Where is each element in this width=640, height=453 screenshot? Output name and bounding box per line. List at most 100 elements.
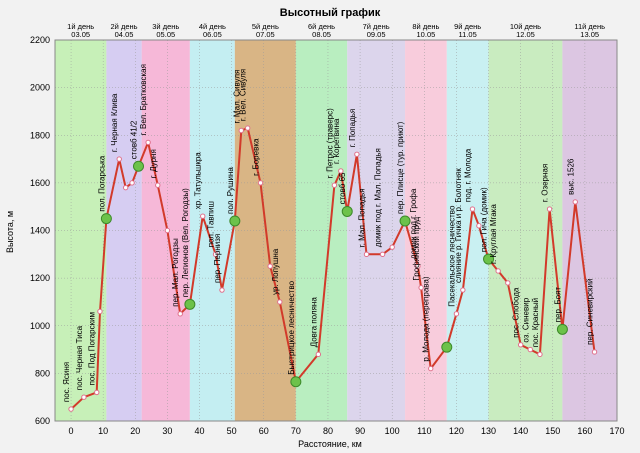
waypoint [363, 251, 370, 258]
point-labels: пос. Ясиня пос. Черная Тиса пос. Под Погар… [62, 64, 594, 402]
y-tick-label: 1600 [30, 178, 50, 188]
waypoint-major [229, 215, 241, 227]
waypoint [68, 406, 74, 412]
day-date: 04.05 [115, 30, 134, 39]
point-label: хр. Татульшкра [194, 152, 203, 209]
x-tick-label: 80 [323, 426, 333, 436]
waypoint-major [441, 341, 453, 353]
point-label: слияние р. Гичка и р. Болотняк [454, 168, 463, 283]
waypoint [267, 263, 273, 269]
day-label: 10й день [510, 22, 541, 31]
waypoint-major [100, 213, 112, 225]
y-tick-label: 2000 [30, 83, 50, 93]
point-label: р. Молода (переправа) [422, 276, 431, 361]
axis-ticks: 0 10 20 30 40 50 60 70 80 90 100 110 120 130 140 150 160… [30, 35, 625, 436]
waypoint [257, 180, 264, 186]
point-label: пер. Пернизя [213, 234, 222, 283]
x-tick-label: 20 [130, 426, 140, 436]
chart-title: Высотный график [280, 7, 381, 19]
waypoint [453, 311, 460, 317]
day-band-4 [189, 40, 235, 421]
waypoint [338, 168, 344, 174]
waypoint [155, 182, 161, 188]
x-tick-label: 60 [259, 426, 269, 436]
point-label: пос. Слобода [512, 287, 521, 338]
waypoint-major [341, 205, 353, 217]
waypoint [116, 156, 122, 162]
waypoint-major [184, 298, 196, 310]
point-label: г. Дурня [149, 149, 158, 178]
point-label: г. Петрос (траверс) [325, 108, 334, 178]
waypoint [517, 342, 524, 348]
day-label: 1й день [67, 22, 94, 31]
waypoint [546, 206, 553, 212]
day-date: 09.05 [367, 30, 386, 39]
waypoint [505, 280, 511, 286]
waypoint [219, 287, 225, 293]
point-label: г. Озерная [541, 164, 550, 202]
waypoint [122, 184, 129, 191]
x-tick-label: 10 [98, 426, 108, 436]
point-label: Быстрицкое лесничество [287, 280, 296, 374]
waypoint-major [132, 160, 144, 172]
waypoint [591, 349, 598, 355]
x-tick-label: 140 [513, 426, 528, 436]
waypoint [277, 299, 283, 305]
day-label: 4й день [199, 22, 226, 31]
point-label: Довга поляна [309, 297, 318, 348]
waypoint [212, 251, 219, 258]
y-tick-label: 1400 [30, 226, 50, 236]
day-label: 11й день [574, 22, 605, 31]
waypoint [495, 268, 501, 274]
day-label: 8й день [412, 22, 439, 31]
waypoint [238, 127, 244, 134]
waypoint [476, 223, 482, 229]
x-tick-label: 30 [162, 426, 172, 436]
day-date: 03.05 [71, 30, 90, 39]
point-label: Грофянский пруд [412, 216, 421, 280]
x-tick-label: 100 [385, 426, 400, 436]
waypoint [537, 351, 543, 358]
point-label: пер. Боят [553, 287, 562, 323]
waypoint [389, 244, 395, 250]
x-tick-label: 160 [577, 426, 592, 436]
point-label: пол. Тавпиш [207, 201, 216, 247]
day-label: 3й день [152, 22, 179, 31]
profile-points [68, 125, 598, 412]
point-label: г. Боревка [252, 138, 261, 176]
waypoint [145, 139, 151, 146]
waypoint [94, 389, 100, 396]
point-label: домик под г. Грофа [409, 188, 418, 259]
waypoint-major [556, 323, 568, 335]
day-date: 10.05 [417, 30, 436, 39]
waypoint-major [483, 253, 495, 265]
point-label: пер. Синевирский [586, 278, 595, 344]
x-tick-label: 50 [227, 426, 237, 436]
point-label: г. Круглая Мгака [489, 204, 498, 264]
day-date: 08.05 [312, 30, 331, 39]
waypoint-major [399, 215, 411, 227]
point-label: г. Коретвина [332, 118, 341, 164]
waypoint [469, 206, 476, 212]
day-date: 12.05 [516, 30, 535, 39]
day-date: 05.05 [156, 30, 175, 39]
point-label: Пасекальское лесничество [447, 205, 456, 307]
waypoint [81, 394, 87, 400]
x-tick-label: 150 [545, 426, 560, 436]
x-tick-label: 0 [69, 426, 74, 436]
day-band-6 [295, 40, 348, 421]
point-label: ур. Лопушна [271, 248, 280, 295]
y-tick-label: 600 [35, 416, 50, 426]
waypoint [129, 180, 135, 186]
plot-frame [54, 39, 618, 422]
waypoint [428, 365, 434, 372]
waypoint [572, 199, 578, 205]
waypoint [527, 346, 533, 353]
waypoint [379, 251, 386, 258]
point-label: пер. Плисце (тур. приют) [396, 121, 405, 214]
point-label: пос. Под Погарским [88, 312, 97, 385]
y-tick-label: 1800 [30, 130, 50, 140]
x-tick-label: 90 [355, 426, 365, 436]
y-tick-label: 2200 [30, 35, 50, 45]
x-tick-label: 170 [609, 426, 624, 436]
